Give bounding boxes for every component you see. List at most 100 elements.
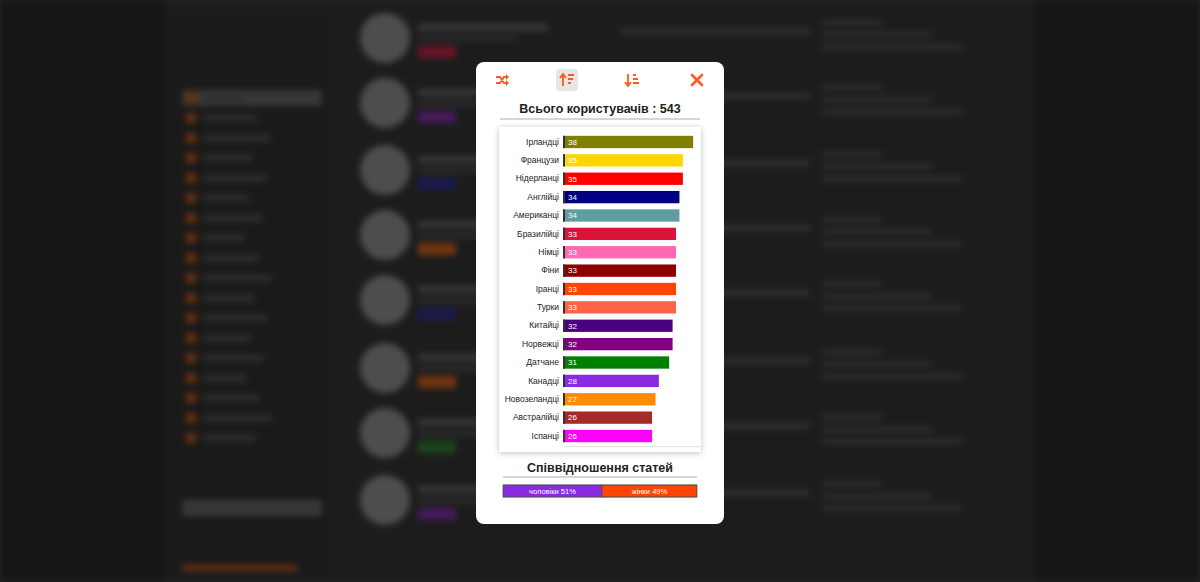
y-tick: Французи bbox=[521, 155, 560, 165]
bar bbox=[563, 191, 679, 203]
y-tick-label: Китайці bbox=[529, 320, 559, 330]
bar-cap bbox=[563, 320, 565, 332]
bar bbox=[563, 154, 683, 166]
button-bg bbox=[556, 69, 578, 91]
y-tick: Новозеландці bbox=[505, 394, 559, 404]
data-label: 33 bbox=[568, 248, 577, 257]
bar bbox=[563, 136, 693, 148]
y-tick-label: Французи bbox=[521, 155, 560, 165]
y-tick: Турки bbox=[537, 302, 559, 312]
data-label: 33 bbox=[568, 285, 577, 294]
bar-segment bbox=[602, 485, 697, 497]
bar-cap bbox=[563, 264, 565, 276]
y-tick: Датчане bbox=[526, 357, 559, 367]
modal-layer: Всього користувачів : 543 38 35 35 34 34 33 33 3… bbox=[0, 0, 1200, 582]
shuffle-button[interactable] bbox=[496, 74, 509, 86]
data-label: 38 bbox=[568, 138, 577, 147]
y-tick: Канадці bbox=[528, 376, 559, 386]
bar bbox=[563, 338, 673, 350]
data-label: 33 bbox=[568, 303, 577, 312]
bar-cap bbox=[563, 338, 565, 350]
bar bbox=[563, 393, 655, 405]
bar-cap bbox=[563, 209, 565, 221]
bar-cap bbox=[563, 430, 565, 442]
data-label: 34 bbox=[568, 193, 577, 202]
y-tick-label: Іранці bbox=[536, 284, 559, 294]
sort-desc-button[interactable] bbox=[625, 74, 639, 86]
chart-title: Всього користувачів : 543 bbox=[519, 102, 680, 116]
bar-cap bbox=[563, 411, 565, 423]
data-label: 26 bbox=[568, 413, 577, 422]
bar-cap bbox=[563, 301, 565, 313]
y-tick: Німці bbox=[538, 247, 559, 257]
bar-segment bbox=[503, 485, 602, 497]
y-tick-label: Датчане bbox=[526, 357, 559, 367]
data-label: 35 bbox=[568, 175, 577, 184]
y-tick-label: Фіни bbox=[541, 265, 559, 275]
title-rule bbox=[500, 119, 700, 120]
data-label: 27 bbox=[568, 395, 577, 404]
chart: Всього користувачів : 543 38 35 35 34 34 33 33 3… bbox=[499, 102, 701, 452]
shuffle-icon bbox=[506, 74, 509, 86]
y-tick-label: Німці bbox=[538, 247, 559, 257]
bar bbox=[563, 430, 652, 442]
data-label: 34 bbox=[568, 211, 577, 220]
data-label: 33 bbox=[568, 266, 577, 275]
bar-cap bbox=[563, 393, 565, 405]
bar-cap bbox=[563, 228, 565, 240]
overlay bbox=[0, 0, 1200, 582]
y-tick: Англійці bbox=[527, 192, 559, 202]
data-label: 32 bbox=[568, 340, 577, 349]
sort-icon bbox=[633, 75, 639, 83]
bar bbox=[563, 301, 676, 313]
bar-cap bbox=[563, 356, 565, 368]
page-bg bbox=[0, 0, 1200, 582]
shuffle-icon bbox=[496, 77, 507, 83]
data-label: 28 bbox=[568, 377, 577, 386]
y-tick: Іранці bbox=[536, 284, 559, 294]
bar-cap bbox=[563, 191, 565, 203]
bar bbox=[563, 246, 676, 258]
modal bbox=[476, 62, 724, 524]
plot-frame bbox=[503, 485, 697, 497]
title-rule bbox=[503, 477, 697, 478]
bars bbox=[563, 136, 693, 442]
y-tick: Американці bbox=[513, 210, 559, 220]
data-label: 31 bbox=[568, 358, 577, 367]
data-label: жінки 49% bbox=[632, 487, 668, 496]
x-axis-line bbox=[564, 446, 701, 447]
y-tick: Австралійці bbox=[513, 412, 559, 422]
y-tick-label: Англійці bbox=[527, 192, 559, 202]
y-tick-label: Новозеландці bbox=[505, 394, 559, 404]
bar bbox=[563, 411, 652, 423]
chart: Співвідношення статейчоловіки 51%жінки 4… bbox=[503, 461, 697, 497]
x-axis bbox=[564, 446, 701, 447]
y-tick-label: Нідерланці bbox=[516, 173, 559, 183]
y-tick: Бразилійці bbox=[517, 229, 559, 239]
y-tick: Іспанці bbox=[532, 431, 560, 441]
data-label: 32 bbox=[568, 322, 577, 331]
bar bbox=[563, 209, 679, 221]
sort-icon bbox=[568, 75, 574, 83]
chart-panel bbox=[499, 127, 701, 452]
bar bbox=[563, 320, 673, 332]
y-tick: Фіни bbox=[541, 265, 559, 275]
bar bbox=[563, 173, 683, 185]
data-label: 33 bbox=[568, 230, 577, 239]
bar-cap bbox=[563, 375, 565, 387]
bar-cap bbox=[563, 136, 565, 148]
data-label: 35 bbox=[568, 156, 577, 165]
y-tick-label: Іспанці bbox=[532, 431, 560, 441]
bar bbox=[563, 283, 676, 295]
close-button[interactable] bbox=[692, 75, 702, 85]
bar-cap bbox=[563, 246, 565, 258]
sort-asc-button[interactable] bbox=[556, 69, 578, 91]
y-tick-label: Канадці bbox=[528, 376, 559, 386]
y-tick-label: Американці bbox=[513, 210, 559, 220]
close-icon bbox=[692, 75, 702, 85]
bar bbox=[563, 356, 669, 368]
y-tick: Нідерланці bbox=[516, 173, 559, 183]
data-label: чоловіки 51% bbox=[529, 487, 576, 496]
y-tick: Ірландці bbox=[526, 137, 559, 147]
y-tick: Китайці bbox=[529, 320, 559, 330]
